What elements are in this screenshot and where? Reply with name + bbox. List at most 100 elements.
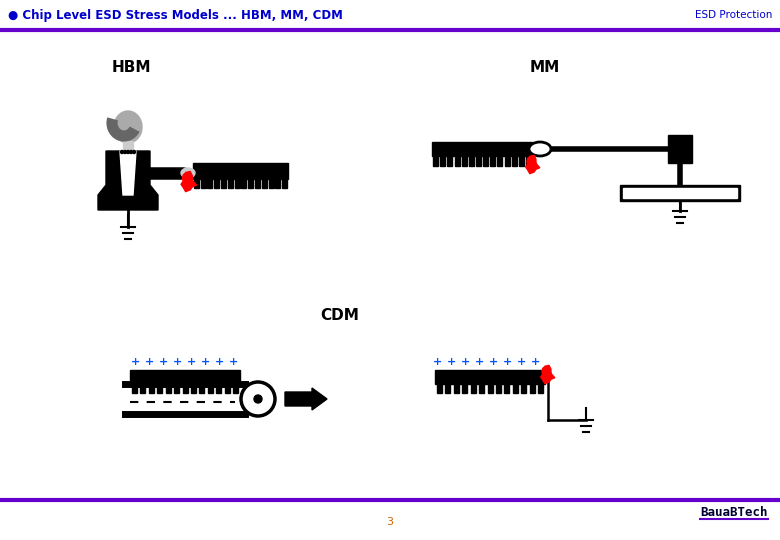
Bar: [505, 156, 509, 166]
Bar: [268, 179, 274, 188]
Text: +: +: [172, 357, 182, 367]
Text: +: +: [516, 357, 526, 367]
Bar: [248, 179, 254, 188]
Bar: [437, 384, 441, 393]
Text: BauaBTech: BauaBTech: [700, 507, 768, 519]
Bar: [668, 135, 692, 163]
Bar: [191, 384, 196, 393]
Text: +: +: [130, 357, 140, 367]
Bar: [470, 384, 476, 393]
Bar: [432, 142, 532, 156]
Text: MM: MM: [530, 60, 560, 75]
Bar: [216, 384, 222, 393]
Bar: [483, 156, 488, 166]
Circle shape: [254, 395, 262, 403]
Polygon shape: [120, 151, 136, 195]
Polygon shape: [541, 366, 555, 383]
Bar: [496, 384, 501, 393]
Bar: [440, 156, 445, 166]
Text: 3: 3: [387, 517, 393, 527]
Bar: [174, 384, 179, 393]
Bar: [200, 179, 206, 188]
Bar: [165, 384, 171, 393]
Text: +: +: [474, 357, 484, 367]
Bar: [149, 384, 154, 393]
Text: +: +: [460, 357, 470, 367]
Circle shape: [123, 151, 126, 153]
Bar: [488, 384, 492, 393]
Circle shape: [129, 151, 133, 153]
Polygon shape: [526, 156, 540, 174]
Bar: [620, 185, 740, 201]
Bar: [462, 156, 466, 166]
Bar: [262, 179, 267, 188]
Bar: [490, 156, 495, 166]
Text: +: +: [186, 357, 196, 367]
Bar: [623, 188, 737, 198]
Text: +: +: [158, 357, 168, 367]
Bar: [193, 163, 288, 179]
Bar: [208, 384, 213, 393]
Circle shape: [126, 151, 129, 153]
Text: +: +: [488, 357, 498, 367]
Bar: [498, 156, 502, 166]
Bar: [207, 179, 212, 188]
Text: +: +: [530, 357, 540, 367]
Bar: [538, 384, 543, 393]
Bar: [513, 384, 518, 393]
Bar: [183, 384, 187, 393]
Bar: [448, 156, 452, 166]
Bar: [521, 384, 527, 393]
Bar: [445, 384, 450, 393]
Bar: [462, 384, 467, 393]
Bar: [225, 384, 230, 393]
Text: +: +: [229, 357, 238, 367]
Bar: [526, 156, 531, 166]
Ellipse shape: [114, 111, 142, 143]
Bar: [454, 384, 459, 393]
Text: +: +: [144, 357, 154, 367]
Text: CDM: CDM: [320, 308, 359, 323]
Bar: [235, 179, 239, 188]
Text: +: +: [502, 357, 512, 367]
Polygon shape: [98, 151, 158, 210]
Bar: [233, 384, 238, 393]
Bar: [123, 141, 133, 151]
Bar: [519, 156, 524, 166]
Bar: [435, 370, 545, 384]
Bar: [221, 179, 226, 188]
Text: +: +: [446, 357, 456, 367]
Bar: [228, 179, 232, 188]
Text: ● Chip Level ESD Stress Models ... HBM, MM, CDM: ● Chip Level ESD Stress Models ... HBM, …: [8, 9, 343, 22]
Bar: [130, 370, 240, 384]
Bar: [132, 384, 136, 393]
Text: +: +: [432, 357, 441, 367]
Bar: [476, 156, 481, 166]
Circle shape: [133, 151, 136, 153]
Bar: [255, 179, 260, 188]
Bar: [194, 179, 199, 188]
Bar: [157, 384, 162, 393]
Bar: [241, 179, 246, 188]
Bar: [455, 156, 459, 166]
Polygon shape: [181, 172, 197, 192]
Text: +: +: [215, 357, 224, 367]
Bar: [275, 179, 280, 188]
Bar: [215, 179, 219, 188]
Bar: [505, 384, 509, 393]
Circle shape: [120, 151, 123, 153]
Text: ESD Protection: ESD Protection: [695, 10, 772, 20]
Bar: [512, 156, 516, 166]
Text: +: +: [200, 357, 210, 367]
Bar: [140, 384, 145, 393]
Bar: [433, 156, 438, 166]
Text: HBM: HBM: [112, 60, 151, 75]
Bar: [200, 384, 204, 393]
Bar: [469, 156, 473, 166]
Ellipse shape: [181, 168, 195, 178]
Bar: [282, 179, 287, 188]
Bar: [530, 384, 535, 393]
Ellipse shape: [529, 142, 551, 156]
Bar: [479, 384, 484, 393]
FancyArrow shape: [285, 388, 327, 410]
